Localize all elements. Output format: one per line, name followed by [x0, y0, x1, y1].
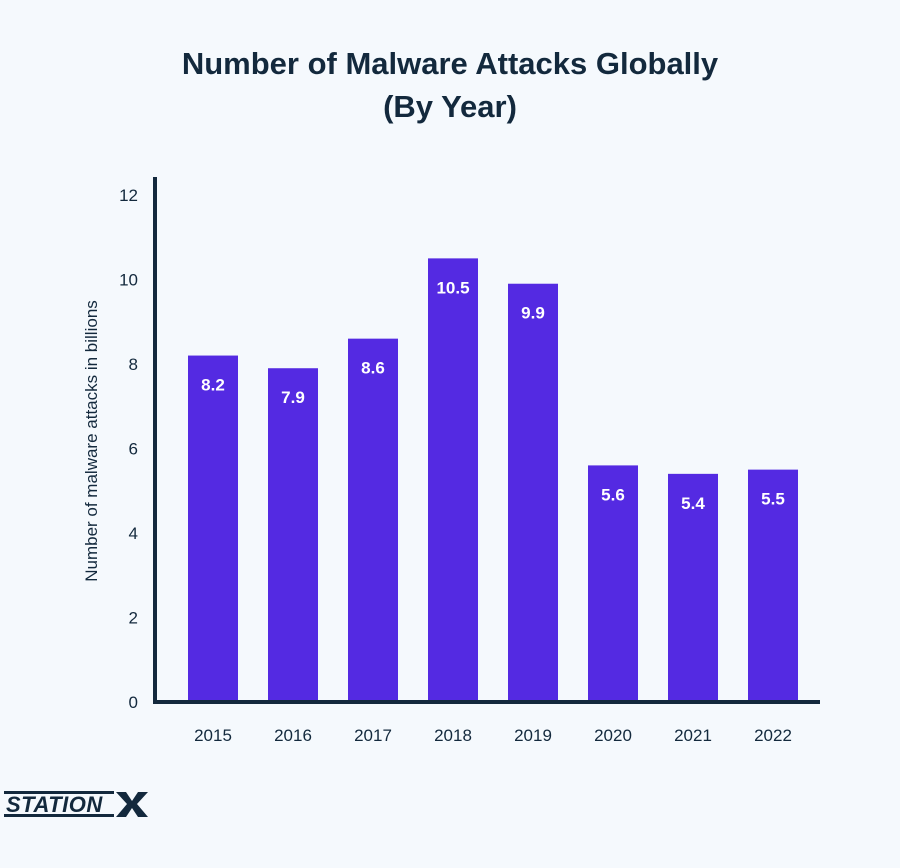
x-tick-label: 2017 [354, 726, 392, 745]
chart-title-line-2: (By Year) [383, 89, 517, 124]
chart-title-line-1: Number of Malware Attacks Globally [181, 46, 719, 81]
y-tick-label: 10 [119, 271, 138, 290]
chart-title: Number of Malware Attacks Globally (By Y… [0, 42, 900, 128]
bar-2017 [348, 338, 398, 702]
y-tick-label: 12 [119, 186, 138, 205]
x-tick-label: 2018 [434, 726, 472, 745]
bar-value-label: 9.9 [521, 304, 545, 323]
logo-x-mark [116, 792, 148, 817]
bar-2016 [268, 368, 318, 702]
x-tick-label: 2020 [594, 726, 632, 745]
x-tick-label: 2016 [274, 726, 312, 745]
x-ticks-group: 2015 2016 2017 2018 2019 2020 2021 2022 [194, 726, 792, 745]
y-ticks-group: 0 2 4 6 8 10 12 [119, 186, 138, 712]
x-tick-label: 2015 [194, 726, 232, 745]
bar-value-label: 8.6 [361, 359, 385, 378]
bar-value-label: 5.4 [681, 494, 705, 513]
y-tick-label: 4 [129, 524, 138, 543]
bar-2022 [748, 469, 798, 702]
bar-2020 [588, 465, 638, 702]
bar-2018 [428, 258, 478, 702]
bars-group: 8.2 7.9 8.6 10.5 9.9 5.6 5.4 5.5 [188, 258, 798, 702]
y-tick-label: 2 [129, 609, 138, 628]
x-tick-label: 2019 [514, 726, 552, 745]
bar-2019 [508, 283, 558, 702]
logo-text-station: STATION [6, 792, 103, 817]
bar-value-label: 10.5 [436, 278, 469, 297]
bar-2015 [188, 355, 238, 702]
x-tick-label: 2021 [674, 726, 712, 745]
x-tick-label: 2022 [754, 726, 792, 745]
bar-value-label: 5.5 [761, 490, 785, 509]
bar-value-label: 7.9 [281, 388, 305, 407]
bar-value-label: 8.2 [201, 376, 225, 395]
bar-value-label: 5.6 [601, 485, 625, 504]
stationx-logo-mark: STATION [4, 791, 148, 817]
bar-2021 [668, 473, 718, 702]
y-tick-label: 8 [129, 355, 138, 374]
y-tick-label: 6 [129, 440, 138, 459]
y-tick-label: 0 [129, 693, 138, 712]
y-axis-label: Number of malware attacks in billions [82, 300, 101, 582]
